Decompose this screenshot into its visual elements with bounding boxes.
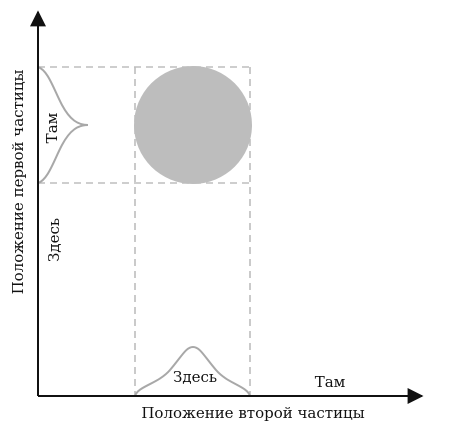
y-axis-label: Положение первой частицы bbox=[9, 70, 27, 295]
here-label: Здесь bbox=[173, 368, 217, 386]
there-label: Там bbox=[315, 373, 346, 391]
there-label: Там bbox=[43, 112, 61, 143]
x-axis-label: Положение второй частицы bbox=[141, 404, 364, 422]
probability-blob bbox=[134, 66, 252, 184]
second-particle-wave bbox=[134, 345, 251, 397]
first-particle-wave bbox=[37, 66, 89, 184]
here-label: Здесь bbox=[45, 218, 63, 262]
